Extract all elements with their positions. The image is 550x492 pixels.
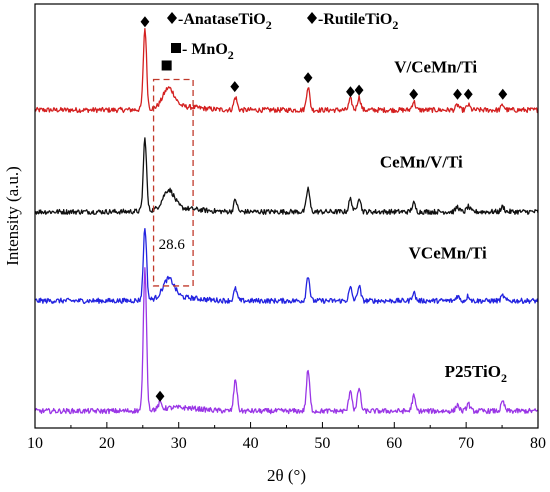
x-tick-label: 50: [314, 435, 330, 452]
legend-entry: -RutileTiO2: [318, 11, 398, 32]
series-label: CeMn/V/Ti: [380, 153, 463, 172]
anatase-marker: [453, 88, 462, 100]
anatase-marker: [463, 88, 473, 100]
mno2-marker: [161, 60, 172, 71]
anatase-marker: [498, 88, 508, 100]
peak-markers: [140, 16, 508, 402]
series-line: [34, 227, 539, 304]
legend-square-icon: [171, 43, 181, 53]
legend: -AnataseTiO2 -RutileTiO2 - MnO2: [167, 11, 398, 62]
anatase-marker: [409, 88, 419, 100]
y-axis-title: Intensity (a.u.): [3, 166, 22, 266]
series-label: P25TiO2: [445, 362, 507, 385]
anatase-marker: [303, 72, 313, 84]
x-tick-label: 70: [458, 435, 474, 452]
legend-diamond-icon: [307, 12, 317, 24]
series-line: [34, 137, 539, 215]
x-tick-label: 30: [171, 435, 187, 452]
x-tick-label: 10: [27, 435, 43, 452]
series-labels: V/CeMn/Ti CeMn/V/Ti VCeMn/Ti P25TiO2: [380, 58, 507, 385]
series-label: VCeMn/Ti: [409, 243, 487, 262]
legend-entry: - MnO2: [182, 41, 234, 62]
series-label: V/CeMn/Ti: [394, 58, 477, 77]
rutile-marker: [155, 390, 165, 402]
x-tick-label: 40: [243, 435, 259, 452]
series-layer: [34, 28, 539, 415]
x-axis-ticks: 10 20 30 40 50 60 70 80: [27, 422, 546, 452]
x-axis-title: 2θ (°): [267, 466, 306, 485]
anatase-marker: [140, 16, 150, 28]
series-line: [34, 267, 539, 415]
legend-diamond-icon: [167, 12, 177, 24]
anatase-marker: [354, 84, 364, 96]
annotation-28-6: 28.6: [159, 237, 186, 253]
x-tick-label: 60: [386, 435, 402, 452]
series-line: [34, 28, 538, 114]
mno2-highlight-box: [152, 78, 194, 287]
legend-entry: -AnataseTiO2: [178, 11, 272, 32]
x-tick-label: 20: [99, 435, 115, 452]
x-tick-label: 80: [530, 435, 546, 452]
anatase-marker: [346, 86, 355, 98]
anatase-marker: [230, 81, 240, 93]
